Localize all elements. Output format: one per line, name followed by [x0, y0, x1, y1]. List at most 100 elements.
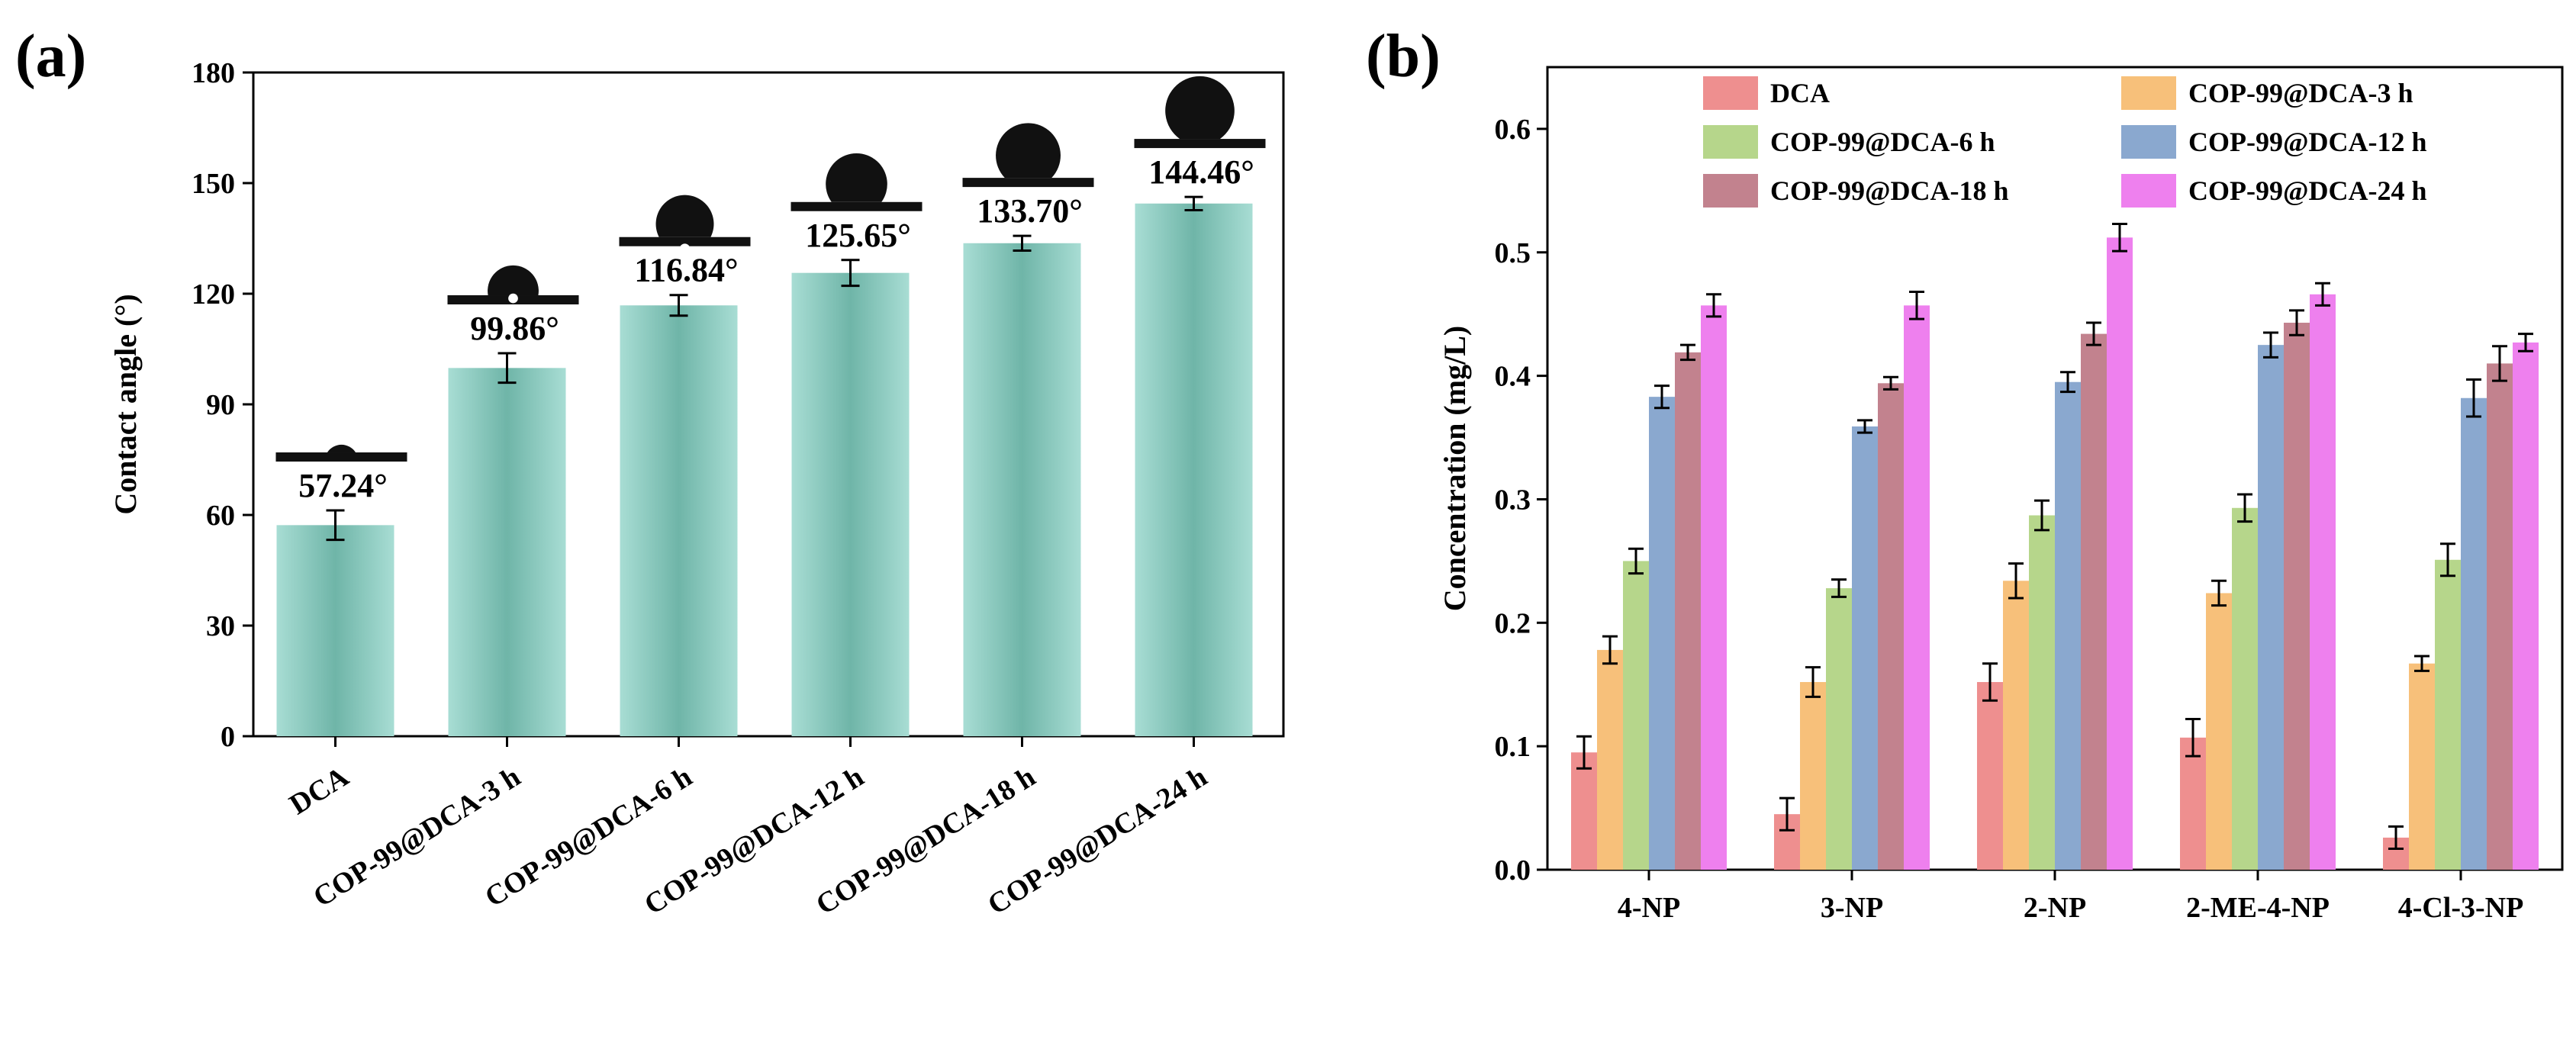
droplet-highlight [679, 243, 691, 254]
legend-label: COP-99@DCA-3 h [2188, 78, 2413, 108]
y-tick-label-b: 0.3 [1495, 484, 1531, 516]
y-tick-label-b: 0.0 [1495, 854, 1531, 887]
legend-label: COP-99@DCA-24 h [2188, 175, 2426, 206]
droplet-substrate [619, 237, 751, 246]
bar-a [448, 368, 566, 736]
y-axis-b: 0.0 0.1 0.2 0.3 0.4 0.5 0.6 [1495, 114, 1547, 887]
legend-swatch [1703, 125, 1758, 159]
droplet-substrate [275, 452, 407, 462]
legend-b: DCA COP-99@DCA-3 h COP-99@DCA-6 h COP-99@DC… [1703, 76, 2426, 208]
legend-swatch [1703, 174, 1758, 208]
y-axis-a: 0 30 60 90 120 150 180 [192, 57, 253, 753]
droplet-substrate [1134, 139, 1266, 149]
bar-b [2003, 581, 2029, 870]
panel-label-a: (a) [15, 23, 86, 90]
x-axis-b: 4-NP 3-NP 2-NP 2-ME-4-NP 4-Cl-3-NP [1618, 870, 2523, 924]
legend-swatch [1703, 76, 1758, 110]
concentration-chart: 0.0 0.1 0.2 0.3 0.4 0.5 0.6 4-NP 3-NP 2-NP 2-ME-4… [1438, 66, 2564, 924]
bar-a [620, 305, 738, 737]
bar-a [963, 243, 1081, 736]
bar-b [1878, 383, 1904, 870]
bar-b [1826, 587, 1852, 870]
y-tick-label-b: 0.5 [1495, 237, 1531, 269]
value-label-a: 57.24° [298, 467, 388, 504]
droplet-highlight [851, 213, 862, 224]
droplet [1165, 76, 1235, 140]
y-axis-title-b: Concentration (mg/L) [1438, 326, 1472, 611]
plot-frame-a [252, 71, 1285, 738]
y-tick-label-a: 90 [206, 389, 235, 421]
panel-label-b: (b) [1366, 23, 1441, 90]
droplet-highlight [508, 293, 518, 304]
bar-b [2107, 237, 2133, 870]
bar-b [1623, 561, 1649, 870]
droplet-highlight [1194, 159, 1206, 171]
droplet-substrate [791, 201, 923, 211]
x-tick-label-b: 2-ME-4-NP [2186, 892, 2330, 924]
bar-b [1800, 681, 1826, 870]
droplet-image [619, 195, 751, 254]
bar-b [1571, 752, 1597, 870]
bar-b [1649, 397, 1675, 870]
y-tick-label-b: 0.6 [1495, 114, 1531, 146]
legend-swatch [2121, 174, 2176, 208]
bar-a [1135, 203, 1253, 736]
value-label-a: 99.86° [470, 310, 559, 347]
droplet [996, 123, 1061, 179]
y-tick-label-b: 0.4 [1495, 361, 1531, 393]
value-label-a: 116.84° [634, 252, 738, 289]
droplet-image [791, 153, 923, 224]
y-tick-label-a: 60 [206, 500, 235, 532]
value-label-a: 144.46° [1148, 153, 1254, 191]
droplet-image [962, 123, 1094, 204]
x-tick-label-b: 4-NP [1618, 892, 1680, 924]
x-tick-label-a: DCA [284, 761, 355, 822]
bar-b [1904, 305, 1930, 870]
y-tick-label-a: 120 [192, 278, 235, 311]
bar-b [1675, 352, 1701, 870]
bar-b [2180, 737, 2206, 870]
bar-b [2206, 593, 2232, 870]
bar-b [1701, 305, 1727, 870]
y-tick-label-a: 150 [192, 168, 235, 200]
bar-b [2258, 345, 2284, 870]
bar-b [2055, 381, 2081, 870]
bar-b [2487, 363, 2513, 870]
legend-label: COP-99@DCA-12 h [2188, 127, 2426, 157]
legend-swatch [2121, 76, 2176, 110]
x-tick-label-b: 2-NP [2024, 892, 2086, 924]
bar-b [2029, 515, 2055, 870]
y-tick-label-b: 0.1 [1495, 731, 1531, 763]
x-tick-label-b: 4-Cl-3-NP [2398, 892, 2524, 924]
legend-label: COP-99@DCA-18 h [1770, 175, 2008, 206]
droplet [826, 153, 887, 202]
droplet [327, 444, 356, 453]
bar-b [1852, 426, 1878, 870]
bar-b [1597, 649, 1623, 870]
bar-b [2232, 507, 2258, 870]
bar-b [2435, 559, 2461, 870]
bar-b [2081, 333, 2107, 870]
y-tick-label-b: 0.2 [1495, 607, 1531, 639]
bar-b [2310, 294, 2336, 870]
bars-b [1571, 223, 2539, 870]
legend-label: COP-99@DCA-6 h [1770, 127, 1995, 157]
y-tick-label-a: 0 [221, 721, 235, 753]
bar-b [2461, 397, 2487, 870]
bar-b [2284, 323, 2310, 870]
bar-b [1977, 681, 2003, 870]
bar-b [2513, 342, 2539, 870]
droplet-image [275, 444, 407, 462]
droplet-image [1134, 76, 1266, 171]
y-tick-label-a: 30 [206, 610, 235, 642]
bar-b [2409, 663, 2435, 870]
bars-a: 57.24°99.86°116.84°125.65°133.70°144.46° [275, 76, 1266, 737]
droplet-image [447, 265, 579, 305]
droplet-highlight [1022, 193, 1034, 204]
droplet-substrate [962, 178, 1094, 188]
y-axis-title-a: Contact angle (°) [108, 294, 143, 514]
droplet [488, 265, 539, 296]
